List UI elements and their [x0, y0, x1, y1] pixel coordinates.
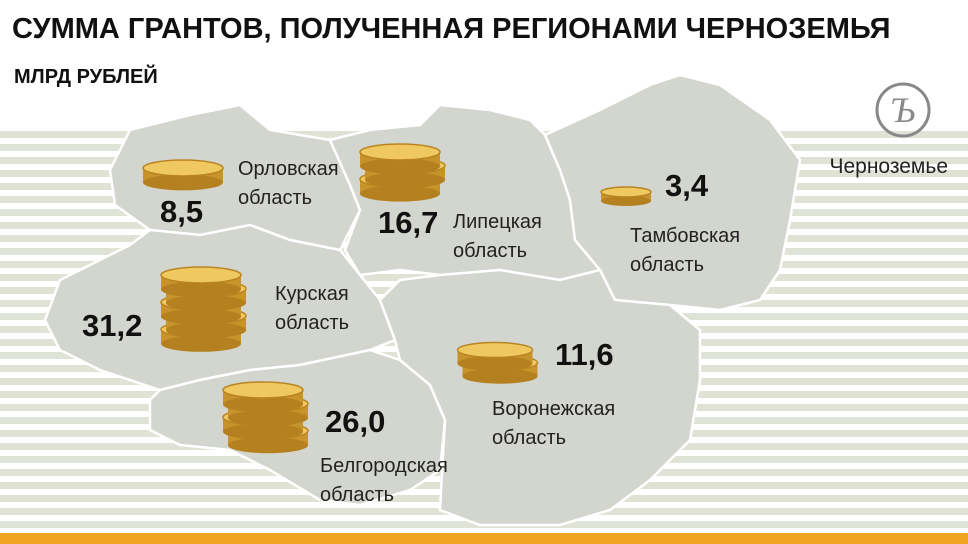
region-value: 26,0	[325, 404, 385, 439]
coin-edge	[457, 356, 533, 371]
region-value: 16,7	[378, 205, 438, 240]
coin	[359, 143, 441, 161]
coin-edge	[462, 368, 538, 384]
coin-edge	[228, 410, 308, 426]
coin-edge	[223, 423, 303, 440]
region-value: 11,6	[555, 337, 614, 372]
region-name: область	[238, 187, 312, 209]
region-name: область	[453, 240, 527, 262]
coin	[222, 381, 304, 399]
coin-edge	[223, 396, 303, 413]
region-name: область	[275, 312, 349, 334]
coin-edge	[161, 308, 241, 325]
region-name: область	[320, 484, 394, 506]
region-shape	[543, 73, 802, 312]
coin-edge	[166, 322, 246, 339]
region-name: область	[630, 254, 704, 276]
title: СУММА ГРАНТОВ, ПОЛУЧЕННАЯ РЕГИОНАМИ ЧЕРН…	[12, 13, 890, 45]
region-name: Орловская	[238, 158, 339, 180]
svg-text:Ъ: Ъ	[891, 90, 915, 130]
region-name: область	[492, 427, 566, 449]
coin-edge	[161, 281, 241, 298]
coin	[142, 159, 224, 177]
coin-edge	[143, 174, 223, 191]
coin	[600, 186, 652, 198]
coin-edge	[228, 437, 308, 454]
region-name: Тамбовская	[630, 225, 740, 247]
coin	[456, 341, 534, 359]
region-name: Белгородская	[320, 455, 448, 477]
region-name: Курская	[275, 283, 349, 305]
bottom-bar	[0, 533, 968, 544]
logo-text: Черноземье	[829, 155, 948, 178]
coin-edge	[360, 158, 440, 175]
coin-edge	[161, 335, 241, 352]
logo: Ъ Черноземье	[829, 82, 948, 178]
region-shape	[378, 268, 702, 527]
coin-edge	[601, 196, 651, 206]
region-name: Липецкая	[453, 211, 542, 233]
region-value: 31,2	[82, 308, 142, 343]
coin	[160, 266, 242, 284]
coin-edge	[360, 185, 440, 202]
subtitle: МЛРД РУБЛЕЙ	[14, 64, 158, 88]
region-value: 8,5	[160, 194, 203, 229]
region-value: 3,4	[665, 168, 709, 203]
region-name: Воронежская	[492, 398, 615, 420]
coin-edge	[365, 172, 445, 188]
coin-edge	[166, 295, 246, 311]
